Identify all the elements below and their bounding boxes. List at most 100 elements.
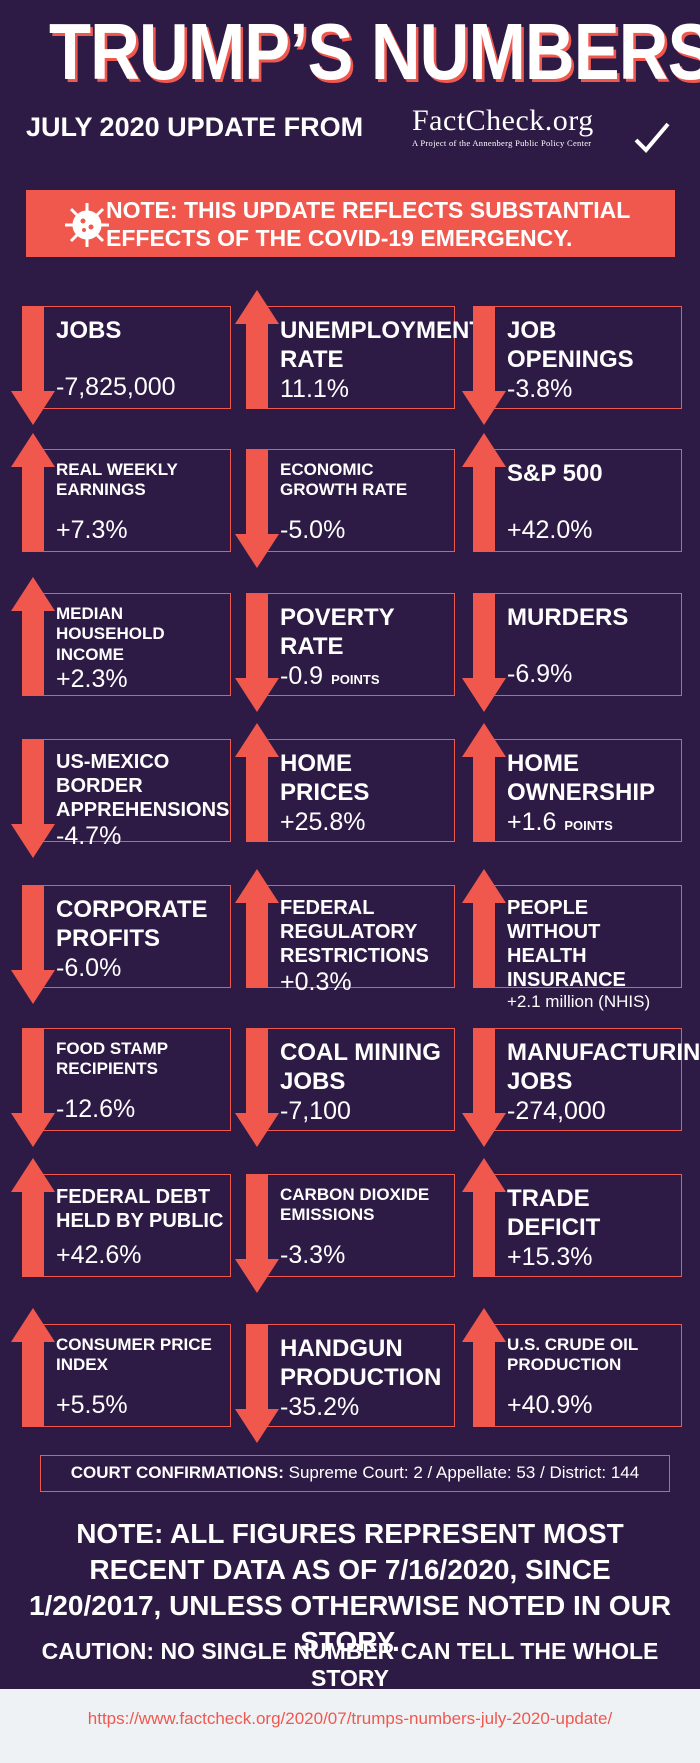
stat-value: +42.0%: [507, 516, 675, 545]
arrow-shape: [11, 1028, 55, 1147]
arrow: [235, 449, 279, 568]
arrow-shape: [235, 869, 279, 988]
stat-label: PEOPLE WITHOUT HEALTH INSURANCE: [507, 897, 626, 991]
stat-label: JOB OPENINGS: [507, 317, 634, 373]
stat-label: CONSUMER PRICE INDEX: [56, 1335, 212, 1375]
arrow-shape: [462, 723, 506, 842]
arrow-shape: [235, 1028, 279, 1147]
note-text: NOTE: THIS UPDATE REFLECTS SUBSTANTIAL E…: [106, 197, 630, 251]
stat-value: +0.3%: [280, 968, 448, 997]
stat-value: -0.9 POINTS: [280, 662, 448, 691]
stat-value: +5.5%: [56, 1391, 224, 1420]
stat-card: S&P 500 +42.0%: [476, 449, 682, 552]
virus-icon: [65, 203, 109, 247]
arrow: [11, 1158, 55, 1277]
arrow: [235, 290, 279, 409]
arrow: [462, 306, 506, 425]
stat-value-text: +40.9%: [507, 1391, 593, 1419]
stat-card: COAL MINING JOBS -7,100: [249, 1028, 455, 1131]
logo-tagline: A Project of the Annenberg Public Policy…: [412, 138, 592, 148]
stat-value: -35.2%: [280, 1393, 448, 1422]
arrow-shape: [235, 593, 279, 712]
stat-label: ECONOMIC GROWTH RATE: [280, 460, 408, 500]
stat-value-text: -7,100: [280, 1096, 351, 1125]
arrow: [235, 593, 279, 712]
stat-value: +40.9%: [507, 1391, 675, 1420]
arrow-shape: [462, 1158, 506, 1277]
stat-value: +2.3%: [56, 665, 224, 694]
court-box: COURT CONFIRMATIONS: Supreme Court: 2 / …: [40, 1455, 670, 1492]
arrow-shape: [462, 1028, 506, 1147]
stat-card: CONSUMER PRICE INDEX +5.5%: [25, 1324, 231, 1427]
stat-label: TRADE DEFICIT: [507, 1185, 601, 1241]
stat-card: ECONOMIC GROWTH RATE -5.0%: [249, 449, 455, 552]
stat-label: MURDERS: [507, 604, 629, 631]
stat-value: +2.1 million (NHIS): [507, 992, 675, 1012]
stat-value: -7,825,000: [56, 373, 224, 402]
logo-check: [634, 122, 670, 153]
arrow-shape: [235, 1324, 279, 1443]
arrow: [11, 885, 55, 1004]
stat-value: -6.0%: [56, 954, 224, 983]
arrow: [462, 433, 506, 552]
stat-label: U.S. CRUDE OIL PRODUCTION: [507, 1335, 638, 1375]
stat-card: TRADE DEFICIT +15.3%: [476, 1174, 682, 1277]
court-label: COURT CONFIRMATIONS:: [70, 1463, 284, 1482]
stat-value-text: +2.1 million (NHIS): [507, 992, 651, 1011]
stat-label: CORPORATE PROFITS: [56, 896, 208, 952]
stat-label: COAL MINING JOBS: [280, 1039, 441, 1095]
stat-card: HOME PRICES +25.8%: [249, 739, 455, 842]
stat-value-text: -6.0%: [56, 953, 122, 982]
arrow: [11, 1308, 55, 1427]
stat-value: -6.9%: [507, 660, 675, 689]
stat-label: S&P 500: [507, 460, 603, 487]
stat-value-text: -0.9: [280, 661, 324, 690]
stat-card: JOBS -7,825,000: [25, 306, 231, 409]
arrow: [11, 1028, 55, 1147]
footer-band: [0, 1689, 700, 1763]
stat-value-text: -3.3%: [280, 1241, 346, 1269]
arrow: [235, 1174, 279, 1293]
arrow-shape: [11, 1158, 55, 1277]
stat-value-text: +2.3%: [56, 665, 128, 694]
stat-value-text: -7,825,000: [56, 373, 176, 401]
arrow: [462, 593, 506, 712]
arrow: [235, 869, 279, 988]
caution: CAUTION: NO SINGLE NUMBER CAN TELL THE W…: [41, 1638, 659, 1691]
stat-unit: POINTS: [331, 671, 380, 687]
arrow-shape: [235, 723, 279, 842]
arrow-shape: [11, 433, 55, 552]
stat-label: UNEMPLOYMENT RATE: [280, 317, 484, 373]
note-box: [26, 190, 675, 257]
arrow: [235, 1324, 279, 1443]
logo: FactCheck.org A Project of the Annenberg…: [412, 104, 594, 148]
arrow-shape: [11, 306, 55, 425]
arrow: [462, 1308, 506, 1427]
arrow: [235, 1028, 279, 1147]
stat-value-text: -274,000: [507, 1096, 606, 1125]
url: https://www.factcheck.org/2020/07/trumps…: [87, 1709, 613, 1728]
stat-value: -4.7%: [56, 822, 224, 851]
arrow: [462, 1028, 506, 1147]
arrow-shape: [462, 433, 506, 552]
stat-value-text: +42.0%: [507, 516, 593, 544]
stat-label: MANUFACTURING JOBS: [507, 1039, 700, 1095]
arrow-shape: [462, 1308, 506, 1427]
stat-value-text: -12.6%: [56, 1095, 136, 1123]
stat-card: HANDGUN PRODUCTION -35.2%: [249, 1324, 455, 1427]
stat-value: -3.3%: [280, 1241, 448, 1270]
stat-value-text: +15.3%: [507, 1242, 593, 1271]
stat-value-text: +7.3%: [56, 516, 128, 544]
stat-card: FEDERAL DEBT HELD BY PUBLIC +42.6%: [25, 1174, 231, 1277]
stat-value: +42.6%: [56, 1241, 224, 1270]
stat-card: HOME OWNERSHIP +1.6 POINTS: [476, 739, 682, 842]
arrow: [11, 577, 55, 696]
subtitle: JULY 2020 UPDATE FROM: [26, 112, 364, 142]
stat-value: -3.8%: [507, 375, 675, 404]
stat-value-text: -4.7%: [56, 822, 122, 850]
arrow-shape: [11, 577, 55, 696]
stat-label: HANDGUN PRODUCTION: [280, 1335, 442, 1391]
stat-label: US-MEXICO BORDER APPREHENSIONS: [56, 751, 230, 821]
stat-label: REAL WEEKLY EARNINGS: [56, 460, 178, 500]
